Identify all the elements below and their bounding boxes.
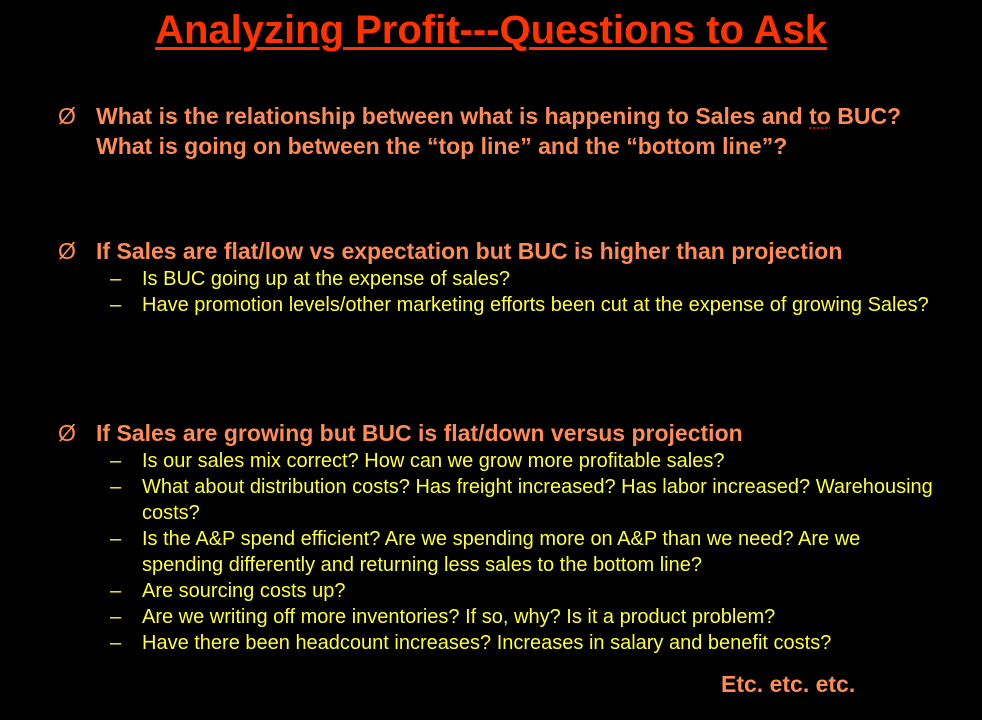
bullet-1-text-part: BUC? What is going on between the “top l… xyxy=(96,103,902,159)
bullet-1: Ø What is the relationship between what … xyxy=(58,101,938,161)
dash-icon: – xyxy=(110,450,122,472)
bullet-2-text: Ø If Sales are flat/low vs expectation b… xyxy=(58,236,938,266)
list-item-text: Is BUC going up at the expense of sales? xyxy=(142,268,511,290)
list-item-text: Is the A&P spend efficient? Are we spend… xyxy=(142,528,861,576)
bullet-2-label: If Sales are flat/low vs expectation but… xyxy=(96,238,843,264)
list-item: – Is our sales mix correct? How can we gr… xyxy=(58,448,938,474)
bullet-3-text: Ø If Sales are growing but BUC is flat/d… xyxy=(58,418,938,448)
list-item-text: Are sourcing costs up? xyxy=(142,580,346,602)
bullet-3-sublist: – Is our sales mix correct? How can we gr… xyxy=(58,448,938,656)
dash-icon: – xyxy=(110,528,122,550)
dash-icon: – xyxy=(110,606,122,628)
dash-icon: – xyxy=(110,476,122,498)
list-item-text: Have promotion levels/other marketing ef… xyxy=(142,294,929,316)
spellcheck-flagged-word: to xyxy=(809,103,831,129)
list-item-text: Are we writing off more inventories? If … xyxy=(142,606,776,628)
list-item-text: Is our sales mix correct? How can we gro… xyxy=(142,450,725,472)
bullet-arrow-icon: Ø xyxy=(58,103,76,129)
bullet-2-sublist: – Is BUC going up at the expense of sales… xyxy=(58,266,938,318)
bullet-1-text-part: What is the relationship between what is… xyxy=(96,103,810,129)
bullet-3: Ø If Sales are growing but BUC is flat/d… xyxy=(58,418,938,656)
list-item: – Is the A&P spend efficient? Are we spen… xyxy=(58,526,938,578)
dash-icon: – xyxy=(110,632,122,654)
list-item: – Are sourcing costs up? xyxy=(58,578,938,604)
list-item: – Have promotion levels/other marketing e… xyxy=(58,292,938,318)
bullet-arrow-icon: Ø xyxy=(58,420,76,446)
list-item-text: Have there been headcount increases? Inc… xyxy=(142,632,832,654)
bullet-3-label: If Sales are growing but BUC is flat/dow… xyxy=(96,420,743,446)
list-item-text: What about distribution costs? Has freig… xyxy=(142,476,933,524)
list-item: – Are we writing off more inventories? If… xyxy=(58,604,938,630)
list-item: – Is BUC going up at the expense of sales… xyxy=(58,266,938,292)
list-item: – What about distribution costs? Has frei… xyxy=(58,474,938,526)
dash-icon: – xyxy=(110,268,122,290)
list-item: – Have there been headcount increases? In… xyxy=(58,630,938,656)
dash-icon: – xyxy=(110,580,122,602)
dash-icon: – xyxy=(110,294,122,316)
bullet-arrow-icon: Ø xyxy=(58,238,76,264)
slide-title: Analyzing Profit---Questions to Ask xyxy=(155,8,827,52)
bullet-2: Ø If Sales are flat/low vs expectation b… xyxy=(58,236,938,318)
footer-etc: Etc. etc. etc. xyxy=(721,671,856,697)
bullet-1-text: Ø What is the relationship between what … xyxy=(58,101,938,161)
